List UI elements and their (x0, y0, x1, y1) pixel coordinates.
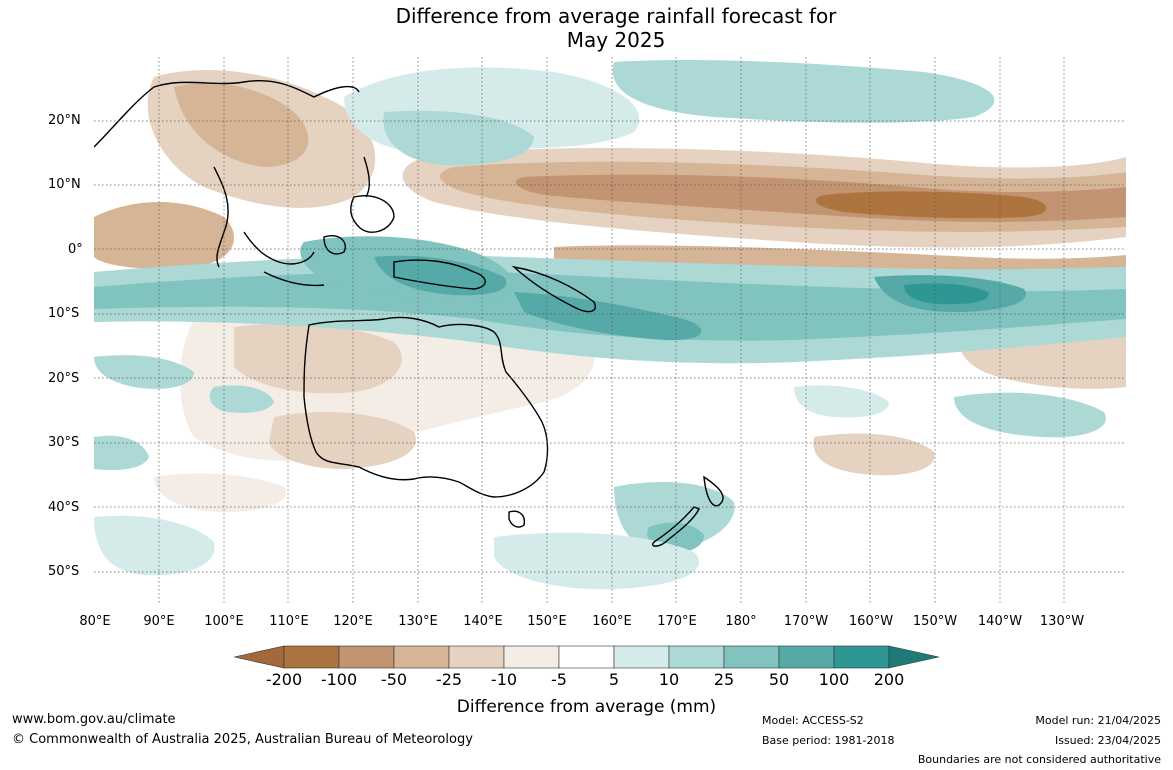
lat-label-20s: 20°S (48, 371, 80, 386)
lon-label-170e: 170°E (657, 614, 697, 629)
legend-swatch-7 (613, 645, 670, 669)
map-canvas (94, 57, 1126, 605)
legend-swatch-10 (778, 645, 835, 669)
lon-label-180: 180° (725, 614, 757, 629)
legend-swatch-4 (448, 645, 505, 669)
lat-label-20n: 20°N (48, 113, 81, 128)
lon-label-160w: 160°W (848, 614, 894, 629)
legend-tick-50: 50 (768, 670, 790, 689)
legend-swatch-3 (393, 645, 450, 669)
legend-tick-minus-5: -5 (551, 670, 567, 689)
lon-label-150w: 150°W (912, 614, 958, 629)
legend-tick-25: 25 (713, 670, 735, 689)
footer-disclaimer: Boundaries are not considered authoritat… (917, 753, 1161, 766)
footer-issued: Issued: 23/04/2025 (1054, 734, 1161, 747)
lat-label-10n: 10°N (48, 177, 81, 192)
lon-label-140w: 140°W (977, 614, 1023, 629)
footer-model-run: Model run: 21/04/2025 (1035, 714, 1161, 727)
map-title: Difference from average rainfall forecas… (0, 4, 1173, 52)
legend-tick-minus-50: -50 (380, 670, 408, 689)
lat-label-50s: 50°S (48, 564, 80, 579)
legend-swatch-below-200 (234, 645, 285, 669)
lon-label-130e: 130°E (398, 614, 438, 629)
legend-swatch-5 (503, 645, 560, 669)
lat-label-10s: 10°S (48, 306, 80, 321)
legend-swatch-9 (723, 645, 780, 669)
legend-tick-minus-200: -200 (265, 670, 303, 689)
lon-label-160e: 160°E (592, 614, 632, 629)
lon-label-120e: 120°E (333, 614, 373, 629)
lon-label-170w: 170°W (783, 614, 829, 629)
lon-label-80e: 80°E (79, 614, 111, 629)
legend-swatch-1 (283, 645, 340, 669)
legend-tick-minus-10: -10 (490, 670, 518, 689)
legend-swatch-above-200 (888, 645, 940, 669)
lon-label-150e: 150°E (527, 614, 567, 629)
footer-website-link[interactable]: www.bom.gov.au/climate (12, 712, 176, 727)
lon-label-110e: 110°E (269, 614, 309, 629)
legend-tick-minus-100: -100 (320, 670, 358, 689)
legend-tick-200: 200 (873, 670, 905, 689)
rainfall-anomaly-map (94, 57, 1126, 605)
coastlines (94, 80, 724, 547)
legend-swatch-6 (558, 645, 615, 669)
legend-swatch-2 (338, 645, 395, 669)
legend-colorbar (234, 645, 940, 669)
legend-tick-5: 5 (608, 670, 620, 689)
map-title-line2: May 2025 (566, 28, 666, 52)
wet-anomaly-areas (94, 60, 1126, 590)
lat-label-40s: 40°S (48, 500, 80, 515)
legend-swatch-8 (668, 645, 725, 669)
graticule (94, 57, 1126, 605)
lon-label-140e: 140°E (463, 614, 503, 629)
lat-label-equator: 0° (68, 242, 83, 257)
legend-tick-100: 100 (818, 670, 850, 689)
legend-swatch-11 (833, 645, 890, 669)
footer-copyright: © Commonwealth of Australia 2025, Austra… (12, 732, 473, 747)
legend-tick-minus-25: -25 (435, 670, 463, 689)
footer-base-period: Base period: 1981-2018 (762, 734, 895, 747)
lat-label-30s: 30°S (48, 435, 80, 450)
legend-tick-10: 10 (658, 670, 680, 689)
footer-model: Model: ACCESS-S2 (762, 714, 864, 727)
lon-label-100e: 100°E (204, 614, 244, 629)
legend-caption: Difference from average (mm) (456, 697, 717, 717)
lon-label-90e: 90°E (143, 614, 175, 629)
lon-label-130w: 130°W (1039, 614, 1085, 629)
map-title-line1: Difference from average rainfall forecas… (395, 4, 837, 28)
